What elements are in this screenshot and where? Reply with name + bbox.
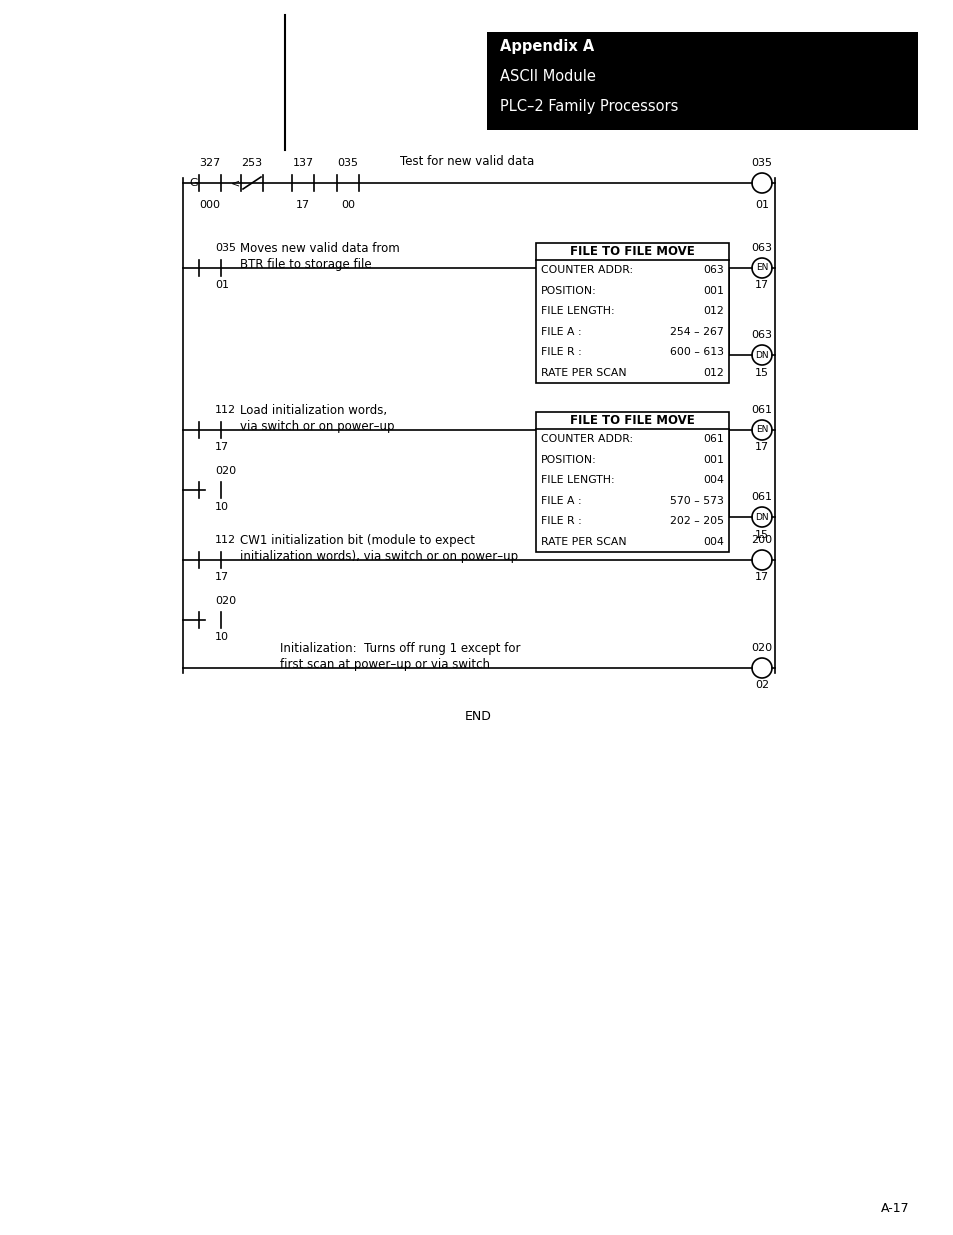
Text: 01: 01: [754, 200, 768, 210]
Text: initialization words), via switch or on power–up: initialization words), via switch or on …: [240, 550, 517, 563]
Text: FILE A :: FILE A :: [540, 327, 581, 337]
Text: Load initialization words,: Load initialization words,: [240, 404, 387, 417]
Text: 00: 00: [340, 200, 355, 210]
Text: FILE TO FILE MOVE: FILE TO FILE MOVE: [570, 245, 694, 258]
Text: FILE R :: FILE R :: [540, 347, 581, 357]
Text: 004: 004: [702, 537, 723, 547]
Text: 061: 061: [751, 492, 772, 501]
Text: RATE PER SCAN: RATE PER SCAN: [540, 368, 626, 378]
Bar: [486, 32, 917, 130]
Text: COUNTER ADDR:: COUNTER ADDR:: [540, 435, 633, 445]
Text: 112: 112: [214, 405, 236, 415]
Text: DN: DN: [755, 513, 768, 521]
Text: 020: 020: [214, 597, 236, 606]
Text: FILE LENGTH:: FILE LENGTH:: [540, 475, 614, 485]
Text: Initialization:  Turns off rung 1 except for: Initialization: Turns off rung 1 except …: [280, 642, 520, 655]
Text: 15: 15: [754, 530, 768, 540]
Text: PLC–2 Family Processors: PLC–2 Family Processors: [499, 99, 678, 114]
Text: 15: 15: [754, 368, 768, 378]
Text: 02: 02: [754, 680, 768, 690]
Text: 035: 035: [337, 158, 358, 168]
Text: 10: 10: [214, 632, 229, 642]
Text: 253: 253: [241, 158, 262, 168]
Text: 327: 327: [199, 158, 220, 168]
Text: 570 – 573: 570 – 573: [669, 495, 723, 506]
Text: FILE LENGTH:: FILE LENGTH:: [540, 306, 614, 316]
Text: ASCII Module: ASCII Module: [499, 69, 596, 84]
Text: Moves new valid data from: Moves new valid data from: [240, 242, 399, 254]
Text: 200: 200: [751, 535, 772, 545]
Text: via switch or on power–up: via switch or on power–up: [240, 420, 395, 433]
Text: 17: 17: [214, 572, 229, 582]
Text: 10: 10: [214, 501, 229, 513]
Text: 001: 001: [702, 454, 723, 464]
Text: EN: EN: [755, 426, 767, 435]
Text: 012: 012: [702, 306, 723, 316]
Text: COUNTER ADDR:: COUNTER ADDR:: [540, 266, 633, 275]
Text: 17: 17: [754, 572, 768, 582]
Bar: [536, 243, 728, 383]
Text: 012: 012: [702, 368, 723, 378]
Text: 004: 004: [702, 475, 723, 485]
Text: 600 – 613: 600 – 613: [669, 347, 723, 357]
Text: DN: DN: [755, 351, 768, 359]
Text: FILE R :: FILE R :: [540, 516, 581, 526]
Text: 035: 035: [214, 243, 235, 253]
Text: 001: 001: [702, 285, 723, 295]
Text: EN: EN: [755, 263, 767, 273]
Text: 137: 137: [293, 158, 314, 168]
Text: FILE A :: FILE A :: [540, 495, 581, 506]
Text: A-17: A-17: [881, 1202, 909, 1215]
Text: 17: 17: [754, 280, 768, 290]
Text: Test for new valid data: Test for new valid data: [399, 156, 534, 168]
Text: BTR file to storage file: BTR file to storage file: [240, 258, 372, 270]
Text: 01: 01: [214, 280, 229, 290]
Text: G: G: [190, 178, 198, 188]
Text: FILE TO FILE MOVE: FILE TO FILE MOVE: [570, 414, 694, 427]
Text: 061: 061: [702, 435, 723, 445]
Text: Appendix A: Appendix A: [499, 40, 594, 54]
Text: 063: 063: [751, 243, 772, 253]
Text: 020: 020: [214, 466, 236, 475]
Text: POSITION:: POSITION:: [540, 285, 597, 295]
Text: 063: 063: [702, 266, 723, 275]
Text: POSITION:: POSITION:: [540, 454, 597, 464]
Text: 020: 020: [751, 643, 772, 653]
Text: 035: 035: [751, 158, 772, 168]
Text: 202 – 205: 202 – 205: [669, 516, 723, 526]
Text: END: END: [464, 710, 491, 722]
Text: 17: 17: [214, 442, 229, 452]
Text: 112: 112: [214, 535, 236, 545]
Text: CW1 initialization bit (module to expect: CW1 initialization bit (module to expect: [240, 534, 475, 547]
Text: 000: 000: [199, 200, 220, 210]
Text: RATE PER SCAN: RATE PER SCAN: [540, 537, 626, 547]
Text: 17: 17: [754, 442, 768, 452]
Text: <: <: [231, 178, 240, 188]
Text: 063: 063: [751, 330, 772, 340]
Text: 061: 061: [751, 405, 772, 415]
Bar: [536, 412, 728, 552]
Text: 17: 17: [295, 200, 310, 210]
Text: 254 – 267: 254 – 267: [670, 327, 723, 337]
Text: first scan at power–up or via switch: first scan at power–up or via switch: [280, 658, 490, 671]
